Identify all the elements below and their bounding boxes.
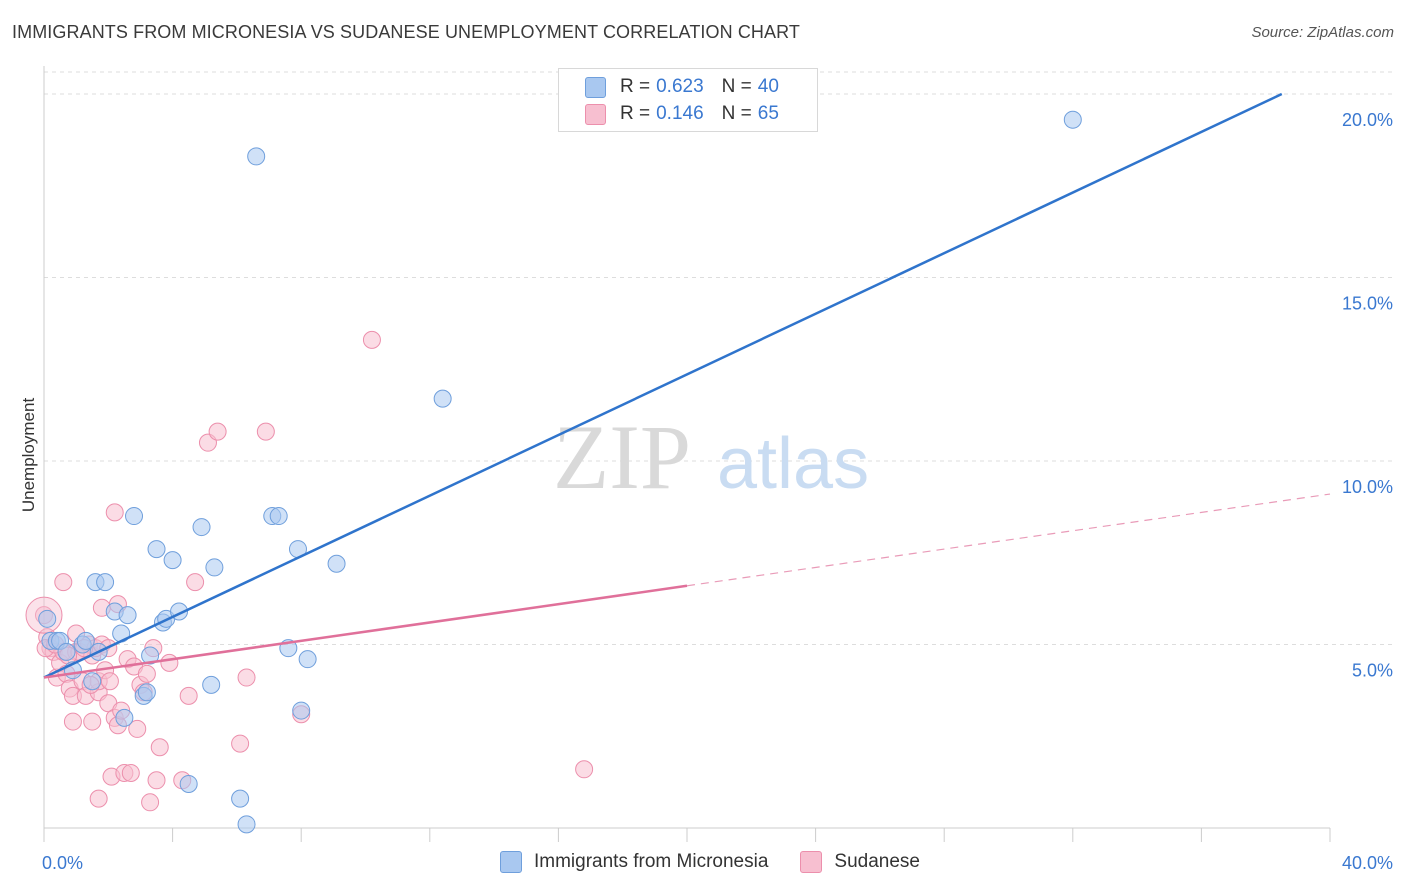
sudanese-point bbox=[141, 793, 160, 812]
pink-swatch bbox=[585, 103, 606, 125]
sudanese-point bbox=[237, 668, 256, 687]
micronesia-point bbox=[298, 650, 317, 669]
sudanese-point bbox=[89, 789, 108, 808]
legend-row-sudanese: R = 0.146 N = 65 bbox=[585, 101, 779, 127]
micronesia-point bbox=[137, 683, 156, 702]
legend-r-label: R = bbox=[620, 76, 651, 97]
y-tick-label: 5.0% bbox=[1352, 661, 1393, 681]
micronesia-point bbox=[179, 774, 198, 793]
sudanese-point bbox=[121, 763, 140, 782]
micronesia-point bbox=[327, 554, 346, 573]
micronesia-point bbox=[192, 518, 211, 537]
axes: 5.0% 10.0% 15.0% 20.0% 0.0% 40.0% bbox=[42, 66, 1393, 873]
sudanese-point bbox=[186, 573, 205, 592]
micronesia-point bbox=[96, 573, 115, 592]
sudanese-point bbox=[256, 422, 275, 441]
micronesia-point bbox=[57, 642, 76, 661]
sudanese-point bbox=[362, 330, 381, 349]
sudanese-point bbox=[137, 664, 156, 683]
x-tick-label: 40.0% bbox=[1342, 853, 1393, 873]
micronesia-point bbox=[38, 609, 57, 628]
x-tick-label: 0.0% bbox=[42, 853, 83, 873]
sudanese-point bbox=[63, 712, 82, 731]
sudanese-points bbox=[25, 330, 594, 812]
micronesia-point bbox=[231, 789, 250, 808]
micronesia-point bbox=[292, 701, 311, 720]
watermark-atlas: atlas bbox=[717, 424, 869, 504]
sudanese-trend-line bbox=[43, 584, 688, 679]
micronesia-point bbox=[269, 507, 288, 526]
correlation-legend: R = 0.623 N = 40 R = 0.146 N = 65 bbox=[558, 68, 818, 132]
sudanese-point bbox=[208, 422, 227, 441]
source-label: Source: ZipAtlas.com bbox=[1251, 24, 1394, 41]
micronesia-point bbox=[202, 675, 221, 694]
chart-title: IMMIGRANTS FROM MICRONESIA VS SUDANESE U… bbox=[12, 22, 800, 42]
sudanese-point bbox=[105, 503, 124, 522]
micronesia-point bbox=[237, 815, 256, 834]
series-legend: Immigrants from Micronesia Sudanese bbox=[500, 851, 952, 873]
micronesia-point bbox=[205, 558, 224, 577]
legend-n-label: N = bbox=[721, 103, 752, 124]
sudanese-point bbox=[128, 719, 147, 738]
trend-lines bbox=[43, 92, 1331, 679]
micronesia-point bbox=[83, 672, 102, 691]
sudanese-point bbox=[160, 653, 179, 672]
blue-swatch bbox=[500, 851, 522, 873]
legend-r-value: 0.623 bbox=[656, 76, 704, 97]
micronesia-point bbox=[1063, 110, 1082, 129]
micronesia-points bbox=[38, 110, 1082, 834]
micronesia-point bbox=[118, 606, 137, 625]
legend-r-label: R = bbox=[620, 103, 651, 124]
sudanese-trend-line-extension bbox=[686, 493, 1331, 587]
legend-n-value: 65 bbox=[757, 103, 779, 124]
micronesia-point bbox=[76, 631, 95, 650]
micronesia-point bbox=[433, 389, 452, 408]
sudanese-point bbox=[179, 686, 198, 705]
micronesia-point bbox=[247, 147, 266, 166]
series-legend-label: Immigrants from Micronesia bbox=[534, 851, 769, 872]
y-tick-label: 15.0% bbox=[1342, 294, 1393, 314]
sudanese-point bbox=[83, 712, 102, 731]
sudanese-point bbox=[147, 771, 166, 790]
series-legend-micronesia[interactable]: Immigrants from Micronesia bbox=[500, 851, 768, 873]
series-legend-label: Sudanese bbox=[834, 851, 920, 872]
y-tick-label: 20.0% bbox=[1342, 110, 1393, 130]
sudanese-point bbox=[231, 734, 250, 753]
micronesia-trend-line bbox=[43, 92, 1283, 679]
micronesia-point bbox=[147, 540, 166, 559]
sudanese-point bbox=[100, 672, 119, 691]
micronesia-point bbox=[125, 507, 144, 526]
micronesia-point bbox=[141, 646, 160, 665]
y-tick-label: 10.0% bbox=[1342, 477, 1393, 497]
blue-swatch bbox=[585, 76, 606, 98]
micronesia-point bbox=[115, 708, 134, 727]
sudanese-point bbox=[54, 573, 73, 592]
legend-r-value: 0.146 bbox=[656, 103, 704, 124]
series-legend-sudanese[interactable]: Sudanese bbox=[800, 851, 920, 873]
legend-n-value: 40 bbox=[757, 76, 779, 97]
legend-row-micronesia: R = 0.623 N = 40 bbox=[585, 74, 779, 100]
micronesia-point bbox=[163, 551, 182, 570]
sudanese-point bbox=[150, 738, 169, 757]
pink-swatch bbox=[800, 851, 823, 873]
y-axis-label: Unemployment bbox=[19, 398, 38, 513]
watermark-zip: ZIP bbox=[553, 406, 691, 508]
sudanese-point bbox=[575, 760, 594, 779]
legend-n-label: N = bbox=[721, 76, 752, 97]
